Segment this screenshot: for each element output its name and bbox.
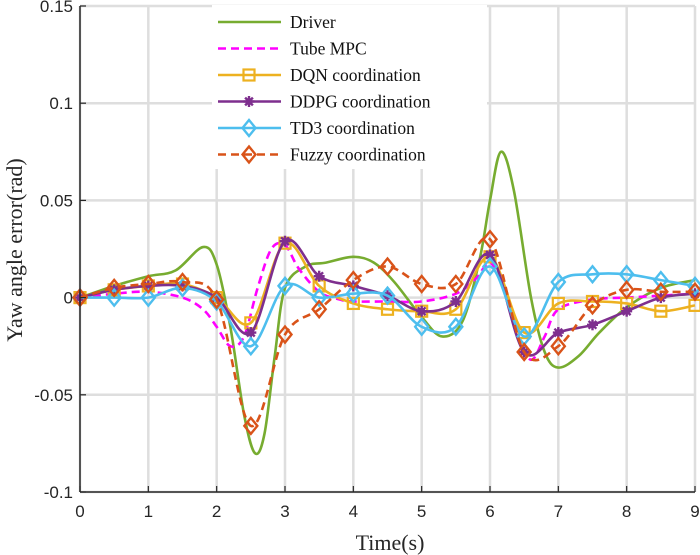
x-tick-label: 5: [417, 502, 426, 521]
axes: [79, 5, 696, 493]
x-tick-label: 7: [554, 502, 563, 521]
legend-marker: [240, 118, 258, 138]
series-td3-coordination: [71, 256, 700, 357]
y-tick-label: 0: [64, 289, 73, 308]
legend-label: Driver: [290, 12, 336, 32]
data-point: [447, 316, 464, 337]
data-point: [686, 281, 700, 302]
data-point: [447, 274, 464, 294]
y-tick-label: 0.05: [40, 191, 73, 210]
data-point: [481, 229, 499, 250]
x-tick-label: 1: [144, 502, 153, 521]
data-point: [245, 327, 257, 339]
marker-core: [452, 297, 460, 305]
marker-core: [315, 272, 323, 280]
series-fuzzy-coordination: [71, 229, 700, 436]
x-tick-label: 0: [75, 502, 84, 521]
legend-label: Tube MPC: [290, 39, 367, 59]
data-point: [208, 291, 225, 312]
data-point: [481, 256, 499, 277]
legend-label: Fuzzy coordination: [290, 145, 426, 165]
x-tick-label: 3: [280, 502, 289, 521]
y-axis-label: Yaw angle error(rad): [2, 158, 27, 341]
data-point: [379, 285, 396, 306]
legend-label: DDPG coordination: [290, 92, 431, 112]
data-point: [311, 299, 328, 320]
marker-core: [247, 329, 255, 337]
data-point: [242, 416, 259, 436]
marker-core: [245, 98, 253, 105]
tick-labels: 0 1 2 3 4 5 6 7 8 9 -0.1 -0.05 0 0.05 0.1 0.15: [34, 0, 699, 521]
data-point: [550, 336, 567, 357]
y-tick-label: -0.1: [44, 483, 73, 502]
series-line: [79, 236, 696, 428]
data-point: [550, 272, 567, 292]
data-point: [584, 295, 601, 316]
legend-box: [212, 5, 487, 169]
data-point: [345, 270, 362, 291]
legend-item: Driver: [218, 12, 336, 32]
x-tick-label: 9: [690, 502, 699, 521]
x-tick-label: 2: [212, 502, 221, 521]
y-tick-label: 0.1: [49, 94, 73, 113]
x-tick-label: 4: [349, 502, 358, 521]
legend-marker: [243, 96, 255, 107]
legend-item: DQN coordination: [218, 65, 421, 85]
x-tick-label: 6: [485, 502, 494, 521]
series-layer: [71, 150, 700, 456]
marker-core: [486, 251, 494, 259]
data-point: [621, 305, 633, 317]
data-point: [652, 270, 669, 291]
data-point: [652, 281, 669, 302]
data-point: [516, 342, 533, 362]
data-point: [450, 295, 462, 307]
marker-core: [589, 321, 596, 329]
data-point: [686, 276, 700, 296]
data-point: [242, 336, 259, 357]
data-point: [311, 287, 328, 308]
legend: Driver Tube MPC DQN coordination DDPG coord…: [212, 5, 487, 169]
marker-core: [623, 307, 631, 315]
data-point: [413, 274, 430, 294]
legend-item: TD3 coordination: [218, 118, 415, 138]
marker-core: [281, 237, 289, 245]
data-point: [416, 305, 428, 317]
data-point: [584, 264, 601, 285]
data-point: [379, 256, 396, 277]
data-point: [140, 274, 157, 294]
series-line: [80, 265, 696, 348]
data-point: [276, 324, 294, 345]
data-point: [413, 316, 430, 337]
y-tick-label: -0.05: [34, 386, 73, 405]
data-point: [106, 287, 123, 308]
y-tick-label: 0.15: [40, 0, 73, 16]
marker-core: [418, 307, 426, 315]
legend-label: DQN coordination: [290, 65, 421, 85]
legend-marker: [240, 144, 258, 165]
legend-item: Tube MPC: [218, 39, 367, 59]
legend-item: DDPG coordination: [218, 92, 431, 112]
data-point: [346, 296, 360, 311]
marker-core: [554, 329, 562, 337]
data-point: [208, 289, 225, 310]
data-point: [552, 327, 564, 339]
data-point: [279, 235, 291, 247]
data-point: [313, 270, 325, 282]
data-point: [106, 277, 123, 298]
data-point: [551, 296, 565, 311]
data-point: [654, 304, 668, 318]
x-tick-label: 8: [622, 502, 631, 521]
data-point: [587, 319, 598, 331]
legend-item: Fuzzy coordination: [218, 145, 426, 165]
data-point: [618, 279, 635, 300]
x-axis-label: Time(s): [356, 530, 425, 555]
data-point: [345, 283, 362, 304]
legend-label: TD3 coordination: [290, 118, 415, 138]
data-point: [140, 287, 157, 308]
legend-marker: [242, 68, 256, 82]
data-point: [174, 272, 191, 292]
data-point: [276, 276, 294, 296]
